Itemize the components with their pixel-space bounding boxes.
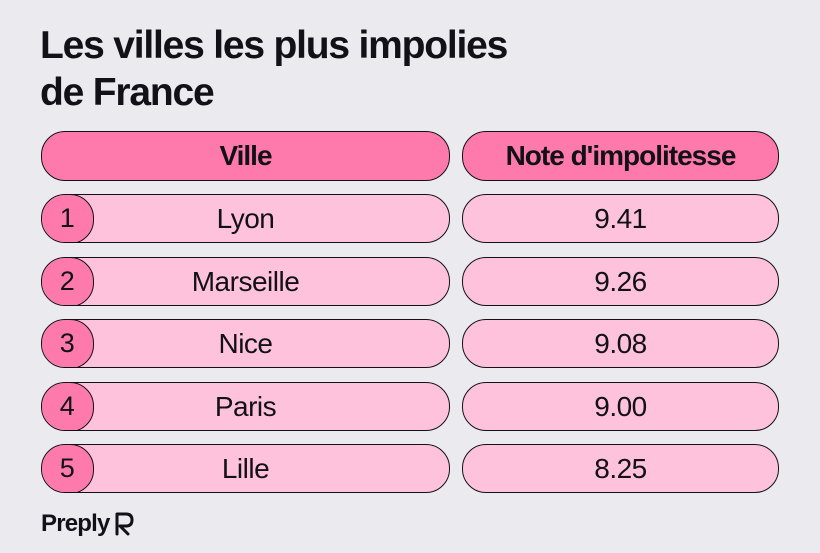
column-header-city: Ville <box>41 131 450 181</box>
preply-logo-icon <box>115 512 134 536</box>
page-title: Les villes les plus impolies de France <box>40 22 740 116</box>
rank-badge: 5 <box>42 445 94 492</box>
rank-badge: 3 <box>42 320 94 367</box>
rank-badge: 4 <box>42 383 94 430</box>
city-name: Nice <box>218 327 273 359</box>
city-name: Marseille <box>191 265 300 297</box>
title-line-1: Les villes les plus impolies <box>40 24 508 67</box>
table-row-city-cell: 5 Lille <box>41 444 450 493</box>
table-row-score-cell: 9.00 <box>462 382 779 431</box>
table-row-score-cell: 8.25 <box>462 444 779 493</box>
table-row-score-cell: 9.08 <box>462 319 779 368</box>
table-row-score-cell: 9.41 <box>462 194 779 243</box>
table-row-score-cell: 9.26 <box>462 257 779 306</box>
rank-badge: 2 <box>42 258 94 305</box>
table-row-city-cell: 1 Lyon <box>41 194 450 243</box>
table-row-city-cell: 4 Paris <box>41 382 450 431</box>
column-header-score: Note d'impolitesse <box>462 131 779 181</box>
city-name: Lyon <box>216 202 275 234</box>
rank-badge: 1 <box>42 195 94 242</box>
brand-logo: Preply <box>41 506 135 542</box>
table-row-city-cell: 3 Nice <box>41 319 450 368</box>
city-name: Lille <box>221 452 270 484</box>
table-row-city-cell: 2 Marseille <box>41 257 450 306</box>
city-name: Paris <box>214 390 277 422</box>
title-line-2: de France <box>40 71 215 114</box>
brand-name: Preply <box>41 510 110 537</box>
